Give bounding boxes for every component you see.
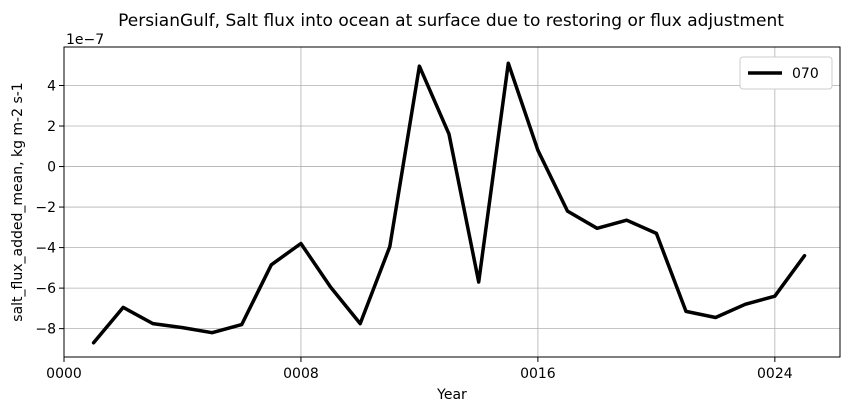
x-axis-label: Year bbox=[436, 387, 467, 403]
x-tick-label: 0024 bbox=[757, 366, 793, 382]
y-tick-label: −2 bbox=[35, 200, 56, 216]
y-tick-label: 0 bbox=[47, 160, 56, 176]
y-tick-label: −4 bbox=[35, 241, 56, 257]
series-line-070 bbox=[91, 61, 807, 345]
y-tick-label: −8 bbox=[35, 322, 56, 338]
chart-title: PersianGulf, Salt flux into ocean at sur… bbox=[118, 11, 784, 31]
y-axis: −8 −6 −4 −2 0 2 4 bbox=[35, 78, 64, 338]
y-axis-label: salt_flux_added_mean, kg m-2 s-1 bbox=[10, 82, 26, 321]
y-tick-label: 4 bbox=[47, 78, 56, 94]
series-layer bbox=[91, 61, 807, 345]
x-tick-label: 0000 bbox=[46, 366, 82, 382]
x-tick-label: 0008 bbox=[283, 366, 319, 382]
y-tick-label: 2 bbox=[47, 119, 56, 135]
y-offset-label: 1e−7 bbox=[66, 32, 104, 48]
legend-box bbox=[739, 56, 833, 90]
legend: 070 bbox=[739, 56, 833, 90]
x-axis: 0000 0008 0016 0024 bbox=[46, 357, 793, 382]
grid-lines bbox=[63, 47, 840, 357]
x-tick-label: 0016 bbox=[520, 366, 556, 382]
plot-frame bbox=[63, 46, 841, 358]
y-tick-label: −6 bbox=[35, 281, 56, 297]
legend-label: 070 bbox=[792, 66, 819, 82]
